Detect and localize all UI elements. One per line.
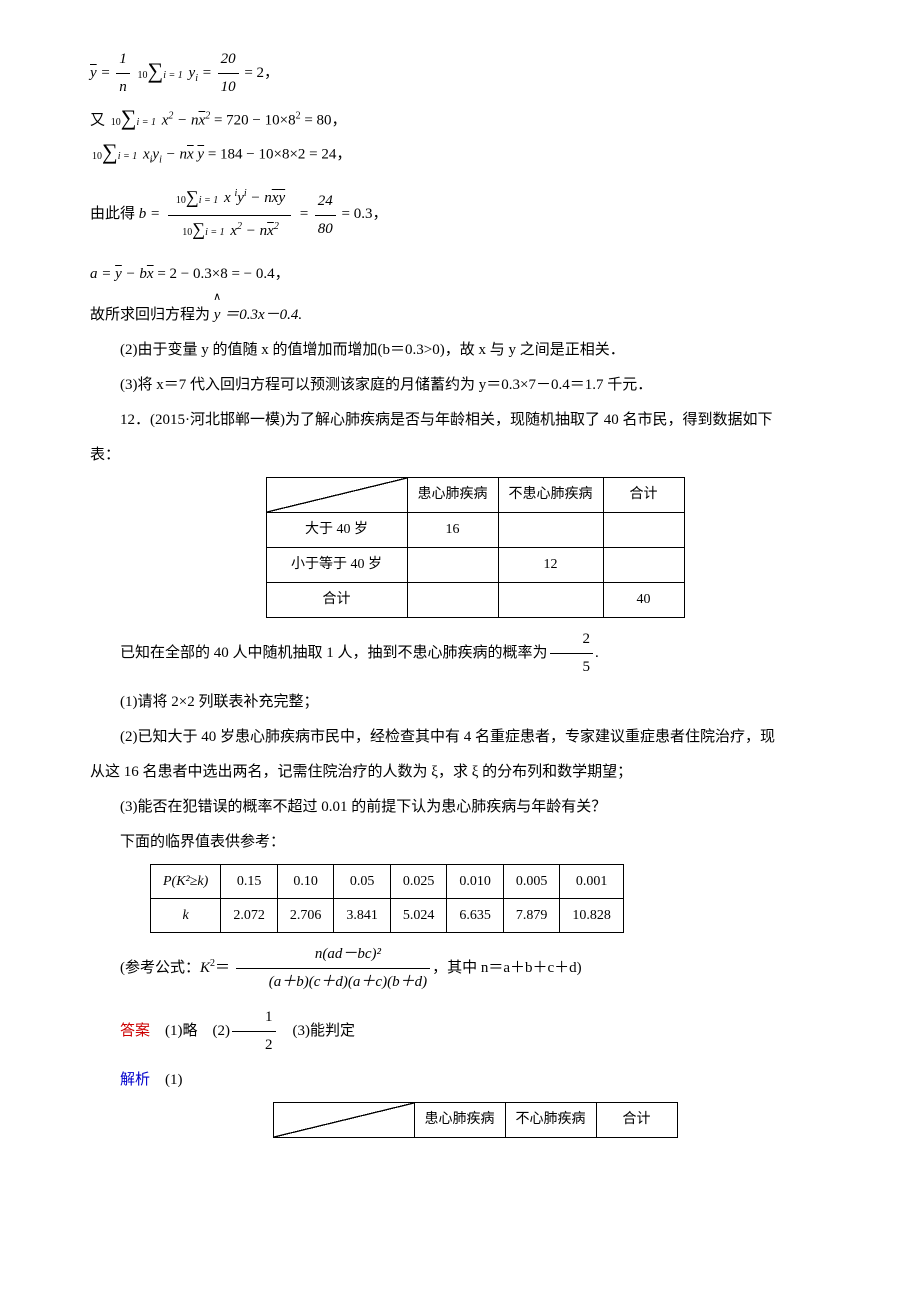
sub-question-2b: 从这 16 名患者中选出两名，记需住院治疗的人数为 ξ，求 ξ 的分布列和数学期… xyxy=(90,759,860,786)
analysis-label: 解析 xyxy=(120,1072,150,1088)
answer-label: 答案 xyxy=(120,1023,150,1039)
table-row: 合计40 xyxy=(266,582,684,617)
q12-intro-tail: 表： xyxy=(90,442,860,469)
equation-ybar: y = 1n 10∑i = 1 yi = 2010 = 2， xyxy=(90,46,860,101)
table-row: 患心肺疾病 不患心肺疾病 合计 xyxy=(266,477,684,512)
sub-question-1: (1)请将 2×2 列联表补充完整； xyxy=(90,689,860,716)
contingency-table-1: 患心肺疾病 不患心肺疾病 合计 大于 40 岁16 小于等于 40 岁12 合计… xyxy=(266,477,685,618)
answer-line: 答案 (1)略 (2)12 (3)能判定 xyxy=(90,1004,860,1059)
table-row: k 2.0722.7063.8415.0246.6357.87910.828 xyxy=(151,898,624,932)
crit-pre: 下面的临界值表供参考： xyxy=(90,829,860,856)
table-row: 小于等于 40 岁12 xyxy=(266,547,684,582)
sub-question-2a: (2)已知大于 40 岁患心肺疾病市民中，经检查其中有 4 名重症患者，专家建议… xyxy=(90,724,860,751)
para-2-positive-corr: (2)由于变量 y 的值随 x 的值增加而增加(b＝0.3>0)，故 x 与 y… xyxy=(90,337,860,364)
prob-line: 已知在全部的 40 人中随机抽取 1 人，抽到不患心肺疾病的概率为25. xyxy=(90,626,860,681)
equation-regression: 故所求回归方程为 y ＝0.3x－0.4. xyxy=(90,302,860,329)
analysis-line: 解析 (1) xyxy=(90,1067,860,1094)
critical-value-table: P(K²≥k) 0.150.100.050.0250.0100.0050.001… xyxy=(150,864,624,933)
table-row: P(K²≥k) 0.150.100.050.0250.0100.0050.001 xyxy=(151,864,624,898)
equation-a: a = y − bx = 2 − 0.3×8 = − 0.4， xyxy=(90,261,860,288)
contingency-table-2: 患心肺疾病 不心肺疾病 合计 xyxy=(273,1102,678,1138)
para-3-predict: (3)将 x＝7 代入回归方程可以预测该家庭的月储蓄约为 y＝0.3×7－0.4… xyxy=(90,372,860,399)
equation-b: 由此得 b = 10∑i = 1 x iyi − nxy 10∑i = 1 x2… xyxy=(90,183,860,246)
equation-sum-xy: 10∑i = 1 xiyi − nx y = 184 − 10×8×2 = 24… xyxy=(90,141,860,169)
q12-intro: 12．(2015·河北邯郸一模)为了解心肺疾病是否与年龄相关，现随机抽取了 40… xyxy=(90,407,860,434)
equation-sum-x2: 又 10∑i = 1 x2 − nx2 = 720 − 10×82 = 80， xyxy=(90,107,860,135)
formula-line: (参考公式：K2＝ n(ad－bc)²(a＋b)(c＋d)(a＋c)(b＋d)，… xyxy=(90,941,860,996)
table-row: 患心肺疾病 不心肺疾病 合计 xyxy=(273,1102,677,1137)
sub-question-3: (3)能否在犯错误的概率不超过 0.01 的前提下认为患心肺疾病与年龄有关？ xyxy=(90,794,860,821)
table-row: 大于 40 岁16 xyxy=(266,512,684,547)
